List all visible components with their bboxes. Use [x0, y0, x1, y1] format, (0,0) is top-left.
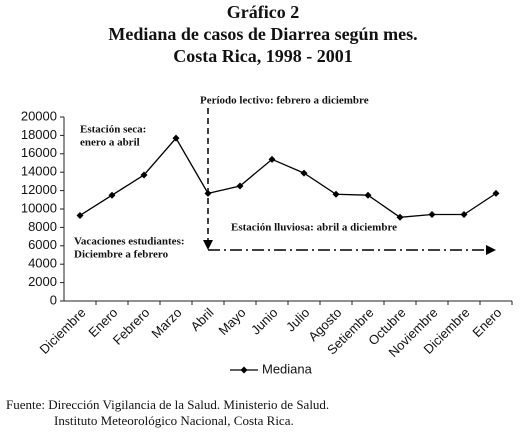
y-tick-label: 2000: [28, 274, 57, 289]
y-tick-label: 8000: [28, 219, 57, 234]
y-tick-label: 4000: [28, 256, 57, 271]
data-point: [172, 134, 180, 142]
y-tick-label: 12000: [21, 182, 57, 197]
annotation-arrow: [486, 245, 496, 255]
data-point: [460, 211, 468, 219]
data-point: [204, 189, 212, 197]
annotation: Estación seca:: [80, 124, 146, 136]
annotation-arrow: [203, 240, 213, 250]
x-tick-label: Enero: [469, 305, 504, 340]
y-tick-label: 0: [50, 292, 57, 307]
y-tick-label: 18000: [21, 127, 57, 142]
y-tick-label: 14000: [21, 164, 57, 179]
data-point: [428, 211, 436, 219]
data-point: [364, 191, 372, 199]
series-line: [79, 137, 497, 218]
data-point: [300, 169, 308, 177]
y-tick-label: 6000: [28, 237, 57, 252]
x-tick-label: Mayo: [215, 305, 248, 338]
data-point: [396, 213, 404, 221]
annotation: Período lectivo: febrero a diciembre: [200, 95, 369, 107]
source-note: Instituto Meteorológico Nacional, Costa …: [54, 413, 294, 428]
annotation: Vacaciones estudiantes:: [74, 236, 185, 248]
x-tick-label: Diciembre: [37, 305, 89, 357]
data-point: [492, 189, 500, 197]
chart-title: Gráfico 2: [227, 2, 299, 22]
annotation: Diciembre a febrero: [74, 249, 169, 261]
chart-subtitle: Costa Rica, 1998 - 2001: [173, 46, 352, 66]
legend-marker: [240, 366, 248, 374]
annotation: enero a abril: [80, 137, 140, 149]
data-point: [332, 190, 340, 198]
x-tick-label: Junio: [248, 305, 281, 338]
data-point: [268, 155, 276, 163]
x-tick-label: Marzo: [148, 305, 184, 341]
data-point: [236, 182, 244, 190]
legend-label: Mediana: [262, 361, 313, 376]
y-tick-label: 10000: [21, 200, 57, 215]
data-point: [140, 171, 148, 179]
x-tick-label: Abril: [188, 305, 217, 334]
data-point: [108, 191, 116, 199]
source-note: Fuente: Dirección Vigilancia de la Salud…: [6, 397, 329, 412]
y-tick-label: 16000: [21, 145, 57, 160]
chart-subtitle: Mediana de casos de Diarrea según mes.: [108, 24, 417, 44]
data-point: [76, 211, 84, 219]
y-tick-label: 20000: [21, 108, 57, 123]
annotation: Estación lluviosa: abril a diciembre: [231, 222, 397, 234]
